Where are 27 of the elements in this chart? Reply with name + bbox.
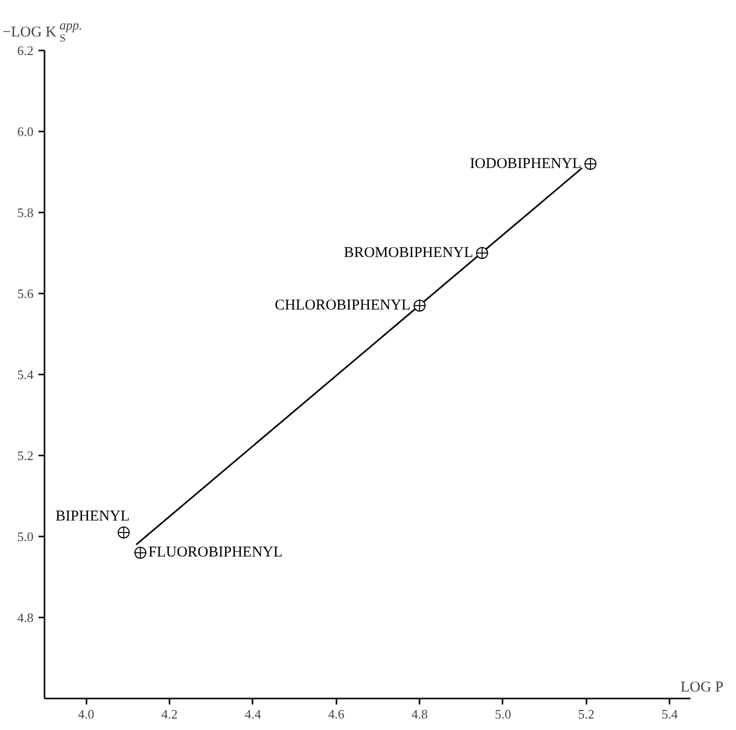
x-axis-title: LOG P [680, 680, 724, 696]
x-tick-label: 4.8 [411, 706, 428, 722]
point [476, 247, 488, 259]
annotation: FLUOROBIPHENYL [148, 544, 283, 561]
x-tick-label: 4.2 [161, 706, 178, 722]
y-tick-label: 6.2 [17, 43, 34, 58]
y-tick-label: 4.8 [17, 610, 34, 625]
y-tick-label: 5.6 [17, 286, 34, 301]
x-tick-label: 4.4 [244, 706, 262, 722]
x-tick-label: 4.0 [78, 706, 94, 722]
x-tick-label: 5.0 [494, 706, 512, 722]
point [134, 546, 146, 559]
x-tick-label: 5.4 [662, 706, 678, 722]
y-tick-label: 5.0 [17, 529, 34, 544]
y-tick-label: 5.8 [17, 205, 34, 220]
x-tick-label: 5.2 [578, 706, 594, 722]
annotation: BIPHENYL [56, 508, 130, 524]
annotation: BROMOBIPHENYL [344, 245, 474, 261]
point [584, 158, 596, 170]
y-tick-label: 5.2 [17, 448, 34, 463]
x-tick-label: 4.6 [328, 706, 345, 722]
point [414, 300, 426, 312]
annotation: CHLOROBIPHENYL [274, 298, 411, 314]
y-tick-label: 5.4 [17, 367, 34, 382]
y-tick-label: 6.0 [17, 124, 34, 139]
point [118, 526, 130, 538]
annotation: IODOBIPHENYL [470, 156, 582, 172]
